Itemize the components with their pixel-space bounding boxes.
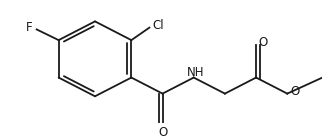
Text: F: F (26, 21, 33, 34)
Text: Cl: Cl (153, 19, 164, 32)
Text: O: O (259, 36, 268, 49)
Text: NH: NH (187, 66, 204, 79)
Text: O: O (158, 126, 167, 138)
Text: O: O (291, 85, 300, 98)
